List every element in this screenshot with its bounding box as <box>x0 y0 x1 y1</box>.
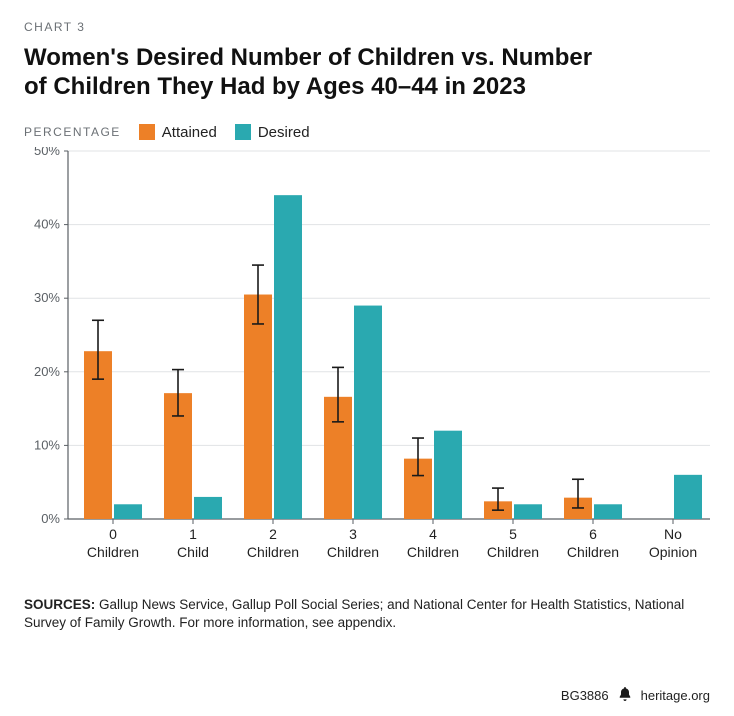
svg-text:4: 4 <box>429 526 437 542</box>
legend-item-desired: Desired <box>235 124 310 141</box>
svg-text:Children: Children <box>407 544 459 560</box>
svg-text:No: No <box>664 526 682 542</box>
svg-text:6: 6 <box>589 526 597 542</box>
svg-text:30%: 30% <box>34 290 60 305</box>
svg-text:Children: Children <box>567 544 619 560</box>
svg-text:Child: Child <box>177 544 209 560</box>
svg-text:0%: 0% <box>41 511 60 526</box>
swatch-attained <box>139 124 155 140</box>
svg-text:10%: 10% <box>34 437 60 452</box>
legend-item-attained: Attained <box>139 124 217 141</box>
svg-text:5: 5 <box>509 526 517 542</box>
footer-code: BG3886 <box>561 688 609 703</box>
chart-title: Women's Desired Number of Children vs. N… <box>24 44 710 102</box>
legend: PERCENTAGE Attained Desired <box>24 124 710 141</box>
svg-text:1: 1 <box>189 526 197 542</box>
svg-text:Children: Children <box>327 544 379 560</box>
bell-icon <box>619 687 631 704</box>
svg-text:40%: 40% <box>34 216 60 231</box>
legend-label-attained: Attained <box>162 124 217 141</box>
y-axis-label: PERCENTAGE <box>24 125 121 139</box>
svg-text:Children: Children <box>487 544 539 560</box>
sources-body: Gallup News Service, Gallup Poll Social … <box>24 597 684 630</box>
svg-text:3: 3 <box>349 526 357 542</box>
footer: BG3886 heritage.org <box>561 687 710 704</box>
title-line-2: of Children They Had by Ages 40–44 in 20… <box>24 73 526 100</box>
footer-site: heritage.org <box>641 688 710 703</box>
chart-number-label: CHART 3 <box>24 20 710 34</box>
bar-chart-svg: 0% 10% 20% 30% 40% 50% 0 Children 1 Child 2 Childre… <box>24 147 710 577</box>
svg-text:Children: Children <box>87 544 139 560</box>
svg-text:50%: 50% <box>34 147 60 158</box>
svg-text:2: 2 <box>269 526 277 542</box>
sources-text: SOURCES: Gallup News Service, Gallup Pol… <box>24 596 710 632</box>
svg-text:Opinion: Opinion <box>649 544 697 560</box>
legend-label-desired: Desired <box>258 124 310 141</box>
title-line-1: Women's Desired Number of Children vs. N… <box>24 44 592 71</box>
sources-label: SOURCES: <box>24 597 95 612</box>
swatch-desired <box>235 124 251 140</box>
svg-text:Children: Children <box>247 544 299 560</box>
chart-area: 0% 10% 20% 30% 40% 50% 0 Children 1 Child 2 Childre… <box>24 147 710 582</box>
svg-text:20%: 20% <box>34 363 60 378</box>
svg-text:0: 0 <box>109 526 117 542</box>
